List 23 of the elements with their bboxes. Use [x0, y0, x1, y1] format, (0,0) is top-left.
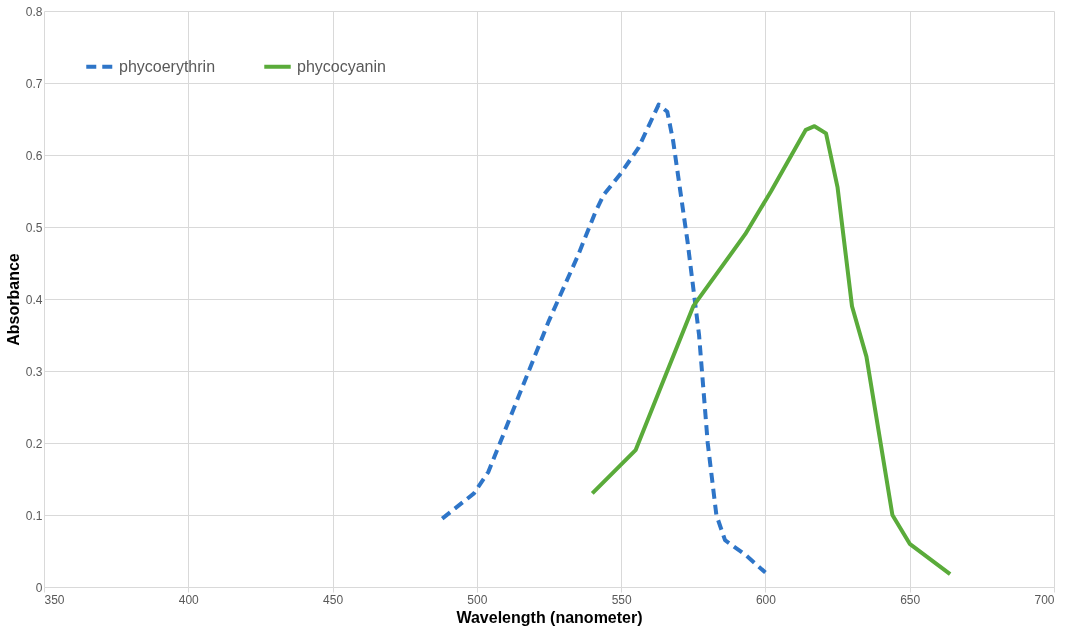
y-tick-label: 0.8	[25, 4, 43, 19]
y-tick-label: 0.7	[25, 76, 43, 91]
y-tick-label: 0.6	[25, 148, 43, 163]
x-axis-title: Wavelength (nanometer)	[456, 608, 643, 626]
y-tick-label: 0.4	[25, 292, 43, 307]
y-axis-title: Absorbance	[4, 253, 22, 346]
x-tick-label: 450	[323, 592, 344, 607]
y-tick-label: 0.5	[25, 220, 43, 235]
legend-label: phycocyanin	[297, 57, 386, 75]
x-tick-label: 550	[611, 592, 632, 607]
x-tick-label: 650	[900, 592, 921, 607]
line-series	[440, 102, 768, 575]
x-tick-label: 400	[178, 592, 200, 607]
line-series	[590, 124, 953, 577]
x-tick-label: 350	[44, 592, 65, 607]
legend-label: phycoerythrin	[119, 57, 216, 75]
y-tick-label: 0	[35, 580, 43, 595]
x-tick-label: 700	[1034, 592, 1055, 607]
y-tick-label: 0.2	[25, 436, 43, 451]
x-tick-label: 600	[755, 592, 777, 607]
y-tick-label: 0.3	[25, 364, 43, 379]
y-tick-label: 0.1	[25, 508, 43, 523]
x-tick-label: 500	[467, 592, 488, 607]
